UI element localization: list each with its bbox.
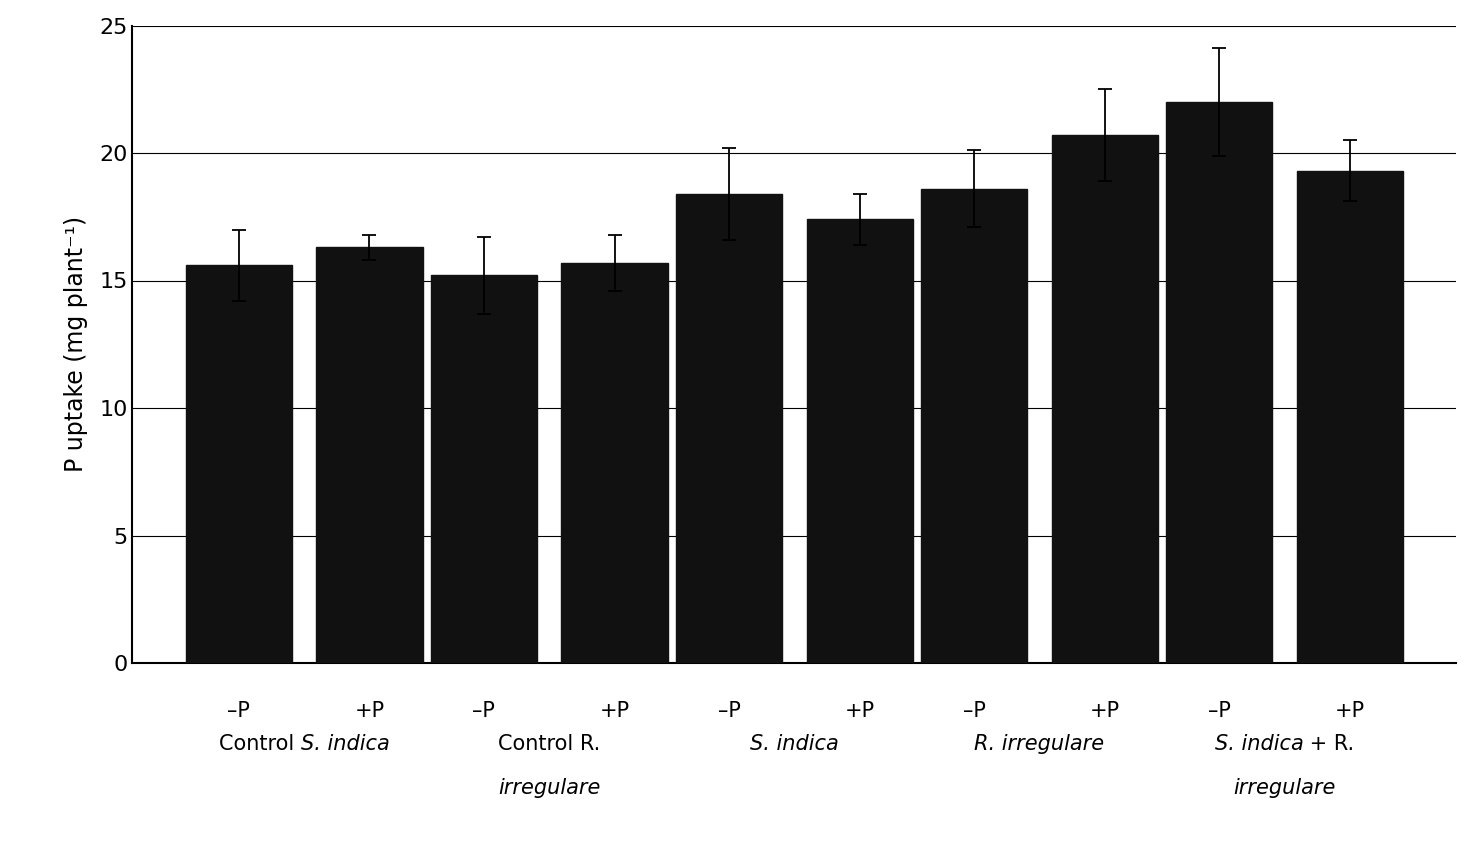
Text: –P: –P: [718, 701, 740, 722]
Text: –P: –P: [227, 701, 250, 722]
Bar: [431, 275, 537, 663]
Bar: [562, 263, 668, 663]
Text: +P: +P: [1336, 701, 1365, 722]
Text: irregulare: irregulare: [499, 778, 600, 798]
Y-axis label: P uptake (mg plant⁻¹): P uptake (mg plant⁻¹): [65, 216, 88, 473]
Bar: [1167, 102, 1272, 663]
Text: Control: Control: [499, 734, 580, 755]
Text: R. irregulare: R. irregulare: [974, 734, 1105, 755]
Text: –P: –P: [962, 701, 986, 722]
Bar: [806, 219, 913, 663]
Bar: [1052, 135, 1158, 663]
Text: S. indica: S. indica: [1215, 734, 1303, 755]
Text: S. indica: S. indica: [300, 734, 390, 755]
Bar: [185, 265, 291, 663]
Text: R.: R.: [580, 734, 600, 755]
Text: +P: +P: [844, 701, 875, 722]
Text: +P: +P: [600, 701, 630, 722]
Text: +P: +P: [1090, 701, 1119, 722]
Bar: [675, 194, 783, 663]
Text: irregulare: irregulare: [1234, 778, 1336, 798]
Text: Control: Control: [219, 734, 300, 755]
Bar: [1297, 171, 1403, 663]
Text: –P: –P: [1208, 701, 1231, 722]
Text: –P: –P: [472, 701, 496, 722]
Text: + R.: + R.: [1303, 734, 1355, 755]
Bar: [921, 189, 1027, 663]
Bar: [316, 247, 422, 663]
Text: +P: +P: [355, 701, 384, 722]
Text: S. indica: S. indica: [750, 734, 838, 755]
